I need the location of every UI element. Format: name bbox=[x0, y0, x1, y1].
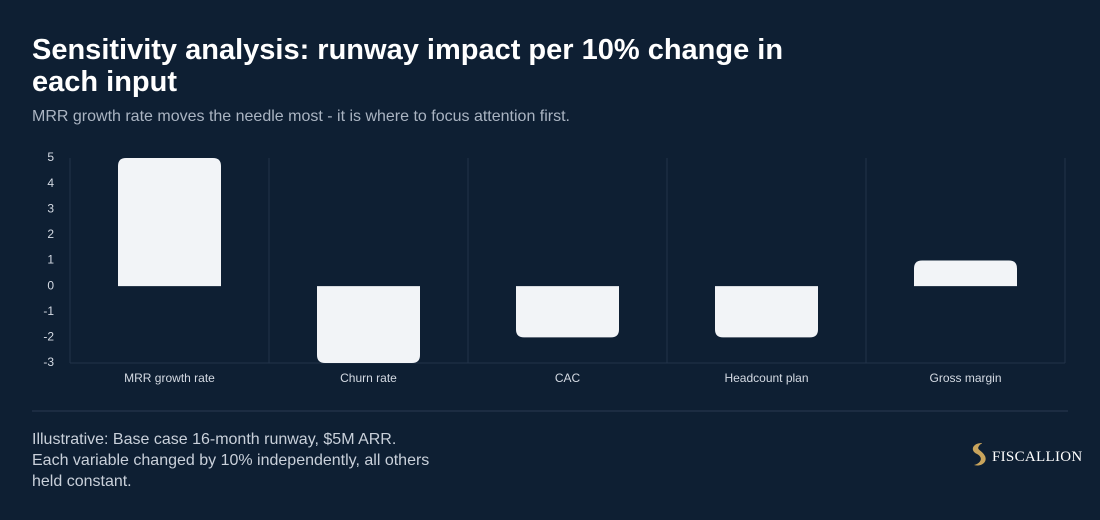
y-tick-label: 0 bbox=[47, 278, 54, 292]
bar bbox=[715, 286, 818, 338]
y-tick-label: 2 bbox=[47, 227, 54, 241]
x-tick-label: CAC bbox=[555, 371, 581, 385]
chart-title: Sensitivity analysis: runway impact per … bbox=[32, 34, 784, 98]
bar bbox=[914, 260, 1017, 287]
x-tick-label: MRR growth rate bbox=[124, 371, 215, 385]
x-tick-label: Gross margin bbox=[929, 371, 1001, 385]
y-tick-label: 4 bbox=[47, 176, 54, 190]
y-tick-label: 5 bbox=[47, 150, 54, 164]
bar bbox=[516, 286, 619, 338]
bar bbox=[118, 158, 221, 287]
y-tick-label: -2 bbox=[43, 330, 54, 344]
brand-icon bbox=[972, 443, 986, 466]
y-tick-label: 3 bbox=[47, 201, 54, 215]
chart-subtitle: MRR growth rate moves the needle most - … bbox=[32, 108, 570, 125]
y-tick-label: 1 bbox=[47, 253, 54, 267]
y-tick-label: -3 bbox=[43, 355, 54, 369]
footer-note: Illustrative: Base case 16-month runway,… bbox=[32, 431, 430, 490]
y-tick-label: -1 bbox=[43, 304, 54, 318]
bar bbox=[317, 286, 420, 363]
x-tick-label: Churn rate bbox=[340, 371, 397, 385]
brand-name: FISCALLION bbox=[992, 449, 1083, 465]
x-tick-label: Headcount plan bbox=[724, 371, 808, 385]
